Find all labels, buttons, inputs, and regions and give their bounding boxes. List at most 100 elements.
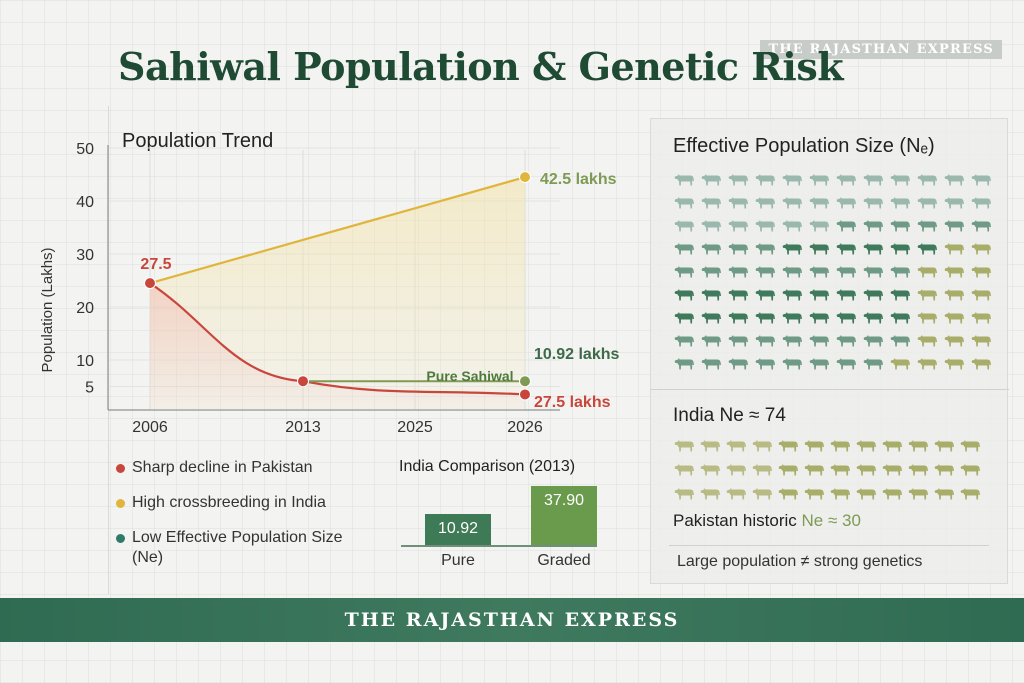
- series-line-crossbred: [149, 176, 526, 285]
- ne-panel: Effective Population Size (Nₑ) India Ne …: [650, 118, 1009, 584]
- cattle-icon: [754, 171, 776, 186]
- bar-pure: 10.92: [425, 514, 491, 546]
- cattle-icon: [943, 355, 965, 370]
- cattle-icon: [673, 461, 695, 476]
- cattle-icon: [862, 355, 884, 370]
- cattle-icon: [673, 286, 695, 301]
- y-tick-label: 50: [76, 141, 94, 158]
- bar-value-graded: 37.90: [543, 492, 585, 509]
- cattle-icon: [835, 355, 857, 370]
- cattle-icon: [673, 309, 695, 324]
- cattle-icon: [754, 217, 776, 232]
- cattle-icon: [673, 263, 695, 278]
- cattle-icon: [781, 194, 803, 209]
- cattle-icon: [943, 332, 965, 347]
- x-tick-label: 2013: [285, 419, 321, 436]
- cattle-icon: [862, 286, 884, 301]
- cattle-icon: [835, 286, 857, 301]
- cattle-icon: [970, 217, 992, 232]
- cattle-icon: [777, 461, 799, 476]
- cattle-icon: [700, 355, 722, 370]
- cattle-icon: [808, 194, 830, 209]
- bar-baseline: [401, 545, 597, 547]
- cattle-icon: [943, 263, 965, 278]
- cattle-icon: [970, 286, 992, 301]
- bar-category-pure: Pure: [441, 552, 475, 569]
- legend-label: High crossbreeding in India: [132, 494, 326, 511]
- cattle-icon: [916, 286, 938, 301]
- cattle-icon: [781, 217, 803, 232]
- cattle-icon: [725, 437, 747, 452]
- cattle-icon: [781, 309, 803, 324]
- legend-item-crossbreeding: High crossbreeding in India: [116, 493, 372, 513]
- cattle-icon: [916, 332, 938, 347]
- cattle-icon: [673, 332, 695, 347]
- y-tick-label: 40: [76, 194, 94, 211]
- bar-value-pure: 10.92: [437, 520, 479, 537]
- label-pure-value: 10.92 lakhs: [534, 346, 620, 363]
- cattle-icon: [808, 332, 830, 347]
- cattle-icon: [754, 286, 776, 301]
- india-cattle-grid: [673, 437, 981, 500]
- cattle-icon: [727, 355, 749, 370]
- cattle-icon: [959, 461, 981, 476]
- cattle-icon: [725, 485, 747, 500]
- cattle-icon: [889, 309, 911, 324]
- cattle-icon: [907, 437, 929, 452]
- y-tick-label: 10: [76, 353, 94, 370]
- ne-panel-title: Effective Population Size (Nₑ): [673, 135, 935, 157]
- cattle-icon: [889, 171, 911, 186]
- cattle-icon: [933, 461, 955, 476]
- footer-banner: THE RAJASTHAN EXPRESS: [0, 598, 1024, 642]
- pakistan-ne-prefix: Pakistan historic: [673, 511, 802, 530]
- point-pure-2026: [519, 375, 531, 388]
- panel-divider: [651, 389, 1009, 390]
- cattle-icon: [916, 194, 938, 209]
- cattle-icon: [808, 263, 830, 278]
- cattle-icon: [933, 437, 955, 452]
- legend-dot-red-icon: [116, 464, 125, 473]
- cattle-icon: [959, 437, 981, 452]
- cattle-icon: [862, 240, 884, 255]
- cattle-icon: [754, 309, 776, 324]
- cattle-icon: [889, 263, 911, 278]
- cattle-icon: [862, 309, 884, 324]
- cattle-icon: [970, 332, 992, 347]
- cattle-icon: [700, 194, 722, 209]
- cattle-icon: [835, 263, 857, 278]
- cattle-icon: [777, 485, 799, 500]
- trend-title: Population Trend: [122, 130, 274, 152]
- cattle-icon: [700, 309, 722, 324]
- legend-dot-yellow-icon: [116, 499, 125, 508]
- cattle-icon: [781, 332, 803, 347]
- cattle-icon: [808, 240, 830, 255]
- cattle-icon: [751, 461, 773, 476]
- cattle-icon: [727, 309, 749, 324]
- cattle-icon: [862, 194, 884, 209]
- cattle-icon: [808, 217, 830, 232]
- cattle-icon: [673, 217, 695, 232]
- cattle-icon: [933, 485, 955, 500]
- cattle-icon: [862, 263, 884, 278]
- bar-graded: 37.90: [531, 486, 597, 546]
- cattle-icon: [751, 437, 773, 452]
- x-tick-label: 2026: [507, 419, 543, 436]
- bar-category-graded: Graded: [537, 552, 591, 569]
- cattle-icon: [943, 171, 965, 186]
- cattle-icon: [881, 437, 903, 452]
- cattle-icon: [727, 263, 749, 278]
- cattle-icon: [727, 194, 749, 209]
- cattle-icon: [855, 437, 877, 452]
- india-ne-label: India Ne ≈ 74: [673, 405, 786, 426]
- cattle-icon: [727, 217, 749, 232]
- cattle-icon: [829, 437, 851, 452]
- cattle-icon: [699, 437, 721, 452]
- cattle-icon: [829, 461, 851, 476]
- cattle-icon: [829, 485, 851, 500]
- cattle-icon: [700, 286, 722, 301]
- cattle-icon: [889, 355, 911, 370]
- cattle-icon: [700, 263, 722, 278]
- cattle-icon: [727, 171, 749, 186]
- cattle-icon: [855, 485, 877, 500]
- genetics-note: Large population ≠ strong genetics: [677, 553, 923, 570]
